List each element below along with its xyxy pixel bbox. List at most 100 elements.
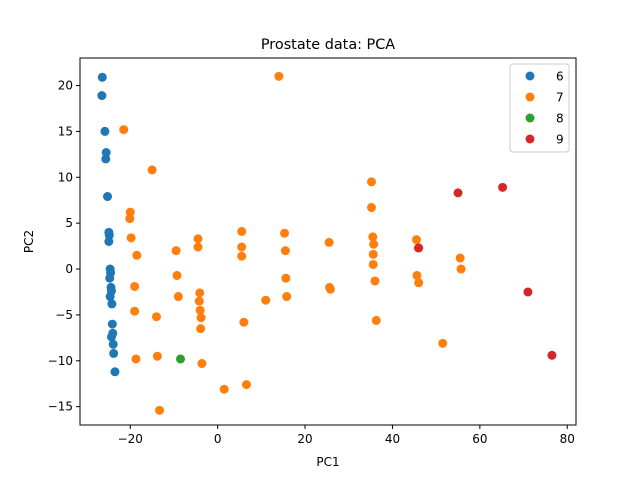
- y-tick-label: 0: [65, 262, 73, 276]
- series-8: [176, 354, 186, 364]
- data-point: [239, 317, 249, 327]
- legend-marker: [525, 71, 535, 81]
- data-point: [194, 296, 204, 306]
- data-point: [369, 239, 379, 249]
- data-point: [453, 188, 463, 198]
- data-point: [103, 192, 113, 202]
- data-point: [97, 91, 107, 101]
- legend-label: 6: [556, 70, 564, 84]
- series-6: [97, 72, 120, 377]
- data-point: [547, 350, 557, 360]
- data-point: [125, 214, 135, 224]
- data-point: [155, 405, 165, 415]
- data-point: [97, 72, 107, 82]
- legend-label: 7: [556, 91, 564, 105]
- data-point: [130, 281, 140, 291]
- data-point: [104, 237, 114, 246]
- data-point: [196, 313, 206, 323]
- data-point: [368, 232, 378, 242]
- data-point: [456, 264, 466, 274]
- plot-axes: −20 0 20 40 60 80 −15 −10 −5 0 5 10 15 20: [48, 79, 575, 446]
- legend-label: 9: [556, 133, 564, 147]
- data-point: [105, 273, 115, 283]
- legend: 6 7 8 9: [509, 63, 570, 153]
- data-point: [105, 292, 115, 302]
- data-point: [237, 251, 247, 261]
- y-tick-label: −5: [55, 308, 73, 322]
- data-point: [107, 319, 117, 329]
- data-point: [261, 295, 271, 305]
- data-point: [455, 253, 465, 263]
- data-point: [241, 380, 251, 390]
- data-point: [195, 305, 205, 315]
- data-point: [281, 273, 291, 283]
- series-9: [414, 182, 557, 360]
- x-tick-label: 60: [472, 432, 487, 446]
- x-tick-label: 40: [385, 432, 400, 446]
- data-point: [274, 71, 284, 81]
- data-point: [147, 165, 157, 175]
- data-point: [196, 324, 206, 334]
- data-point: [411, 235, 421, 245]
- data-point: [171, 246, 181, 256]
- data-point: [104, 230, 114, 240]
- y-axis-label: PC2: [22, 230, 36, 253]
- data-point: [130, 306, 140, 316]
- data-point: [414, 278, 424, 288]
- data-point: [498, 182, 508, 192]
- data-point: [109, 348, 119, 358]
- data-point: [195, 288, 205, 298]
- x-tick-label: 80: [560, 432, 575, 446]
- data-point: [280, 246, 290, 256]
- data-point: [173, 292, 183, 302]
- legend-label: 8: [556, 112, 564, 126]
- data-point: [370, 276, 380, 286]
- data-point: [193, 234, 203, 244]
- y-tick-label: 15: [58, 124, 73, 138]
- plot-frame: [79, 57, 577, 426]
- data-point: [107, 299, 117, 309]
- x-tick-label: −20: [118, 432, 143, 446]
- data-point: [366, 203, 376, 213]
- data-point: [108, 339, 118, 349]
- legend-marker: [525, 134, 535, 144]
- data-point: [368, 249, 378, 259]
- data-point: [219, 384, 229, 394]
- data-point: [100, 126, 110, 136]
- y-tick-label: 20: [58, 79, 73, 93]
- legend-marker: [525, 92, 535, 102]
- data-point: [126, 233, 136, 243]
- data-point: [324, 237, 334, 247]
- data-point: [438, 338, 448, 348]
- data-point: [280, 228, 290, 238]
- data-point: [172, 270, 182, 280]
- data-point: [131, 354, 141, 364]
- x-tick-label: 0: [214, 432, 222, 446]
- data-point: [101, 148, 111, 158]
- data-point: [119, 125, 129, 135]
- data-point: [101, 154, 111, 164]
- x-axis-label: PC1: [316, 455, 339, 469]
- data-point: [237, 226, 247, 236]
- x-tick-label: 20: [297, 432, 312, 446]
- data-point: [193, 242, 203, 252]
- data-point: [366, 177, 376, 187]
- legend-frame: [509, 63, 570, 153]
- data-point: [412, 270, 422, 280]
- y-tick-label: −10: [48, 354, 73, 368]
- series-7: [119, 71, 466, 415]
- y-tick-label: 10: [58, 170, 73, 184]
- data-point: [368, 259, 378, 269]
- data-point: [523, 287, 533, 297]
- chart-title: Prostate data: PCA: [261, 37, 395, 53]
- data-point: [110, 367, 120, 377]
- data-point: [152, 351, 162, 361]
- data-points: [97, 71, 557, 415]
- data-point: [414, 243, 424, 253]
- data-point: [325, 284, 335, 294]
- y-tick-label: 5: [65, 216, 73, 230]
- data-point: [197, 359, 207, 369]
- data-point: [106, 332, 116, 342]
- y-tick-label: −15: [48, 400, 73, 414]
